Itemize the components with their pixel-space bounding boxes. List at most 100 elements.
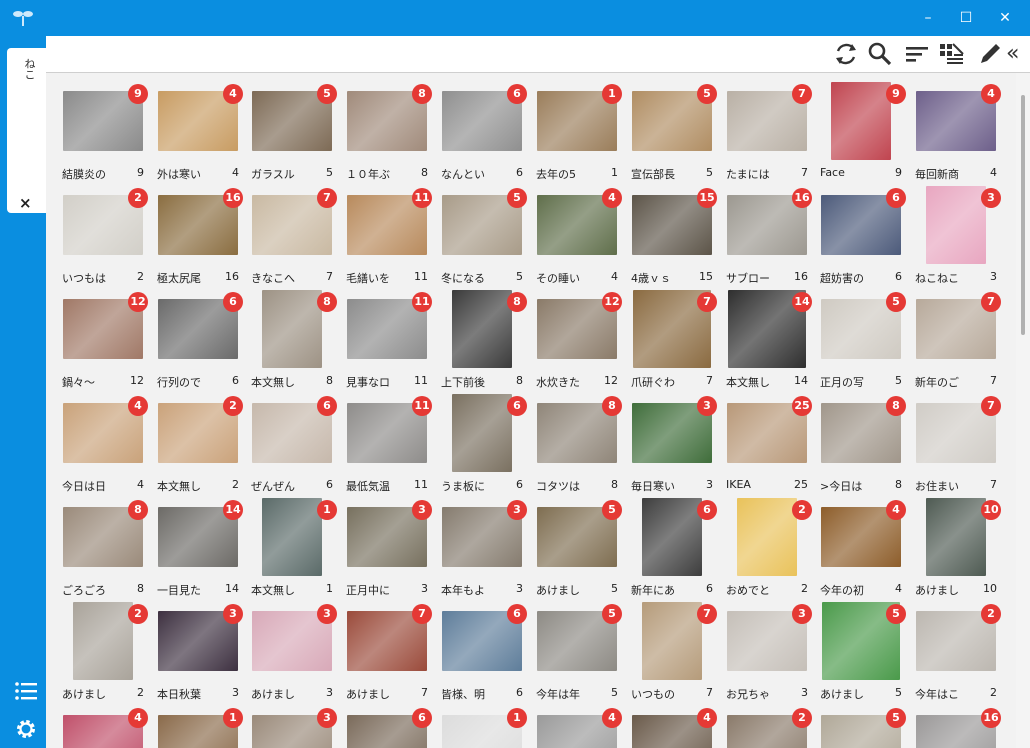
minimize-button[interactable]: – xyxy=(924,10,932,26)
album-tile[interactable]: 25 IKEA 25 xyxy=(726,394,812,491)
album-tile[interactable]: 10 あけまし 10 xyxy=(915,498,1001,597)
album-tile[interactable]: 14 本文無し 14 xyxy=(726,290,812,389)
album-thumbnail[interactable] xyxy=(251,602,333,680)
album-tile[interactable]: 8 上下前後 8 xyxy=(441,290,527,389)
album-thumbnail[interactable] xyxy=(157,290,239,368)
album-tile[interactable]: 5 今年は年 5 xyxy=(536,602,622,701)
album-tile[interactable]: 6 xyxy=(346,706,432,748)
album-tile[interactable]: 2 いつもは 2 xyxy=(62,186,148,285)
album-thumbnail[interactable] xyxy=(820,186,902,264)
album-tile[interactable]: 2 おめでと 2 xyxy=(726,498,812,597)
album-tile[interactable]: 4 その睡い 4 xyxy=(536,186,622,285)
album-thumbnail[interactable] xyxy=(346,290,428,368)
album-tile[interactable]: 5 冬になる 5 xyxy=(441,186,527,285)
album-tile[interactable]: 7 きなこへ 7 xyxy=(251,186,337,285)
album-thumbnail[interactable] xyxy=(251,186,333,264)
album-thumbnail[interactable] xyxy=(251,82,333,160)
album-thumbnail[interactable] xyxy=(251,394,333,472)
album-thumbnail[interactable] xyxy=(915,394,997,472)
album-tile[interactable]: 14 一目見た 14 xyxy=(157,498,243,597)
album-thumbnail[interactable] xyxy=(726,82,808,160)
album-thumbnail[interactable] xyxy=(726,602,808,680)
album-tile[interactable]: 16 サブロー 16 xyxy=(726,186,812,285)
scrollbar[interactable] xyxy=(1016,73,1030,748)
album-thumbnail[interactable] xyxy=(157,82,239,160)
search-icon[interactable] xyxy=(866,40,894,68)
album-tile[interactable]: 11 毛繕いを 11 xyxy=(346,186,432,285)
album-thumbnail[interactable] xyxy=(536,394,618,472)
album-thumbnail[interactable] xyxy=(536,290,618,368)
album-thumbnail[interactable] xyxy=(536,186,618,264)
album-tile[interactable]: 7 たまには 7 xyxy=(726,82,812,181)
album-tile[interactable]: 7 お住まい 7 xyxy=(915,394,1001,493)
album-thumbnail[interactable] xyxy=(726,186,808,264)
album-tile[interactable]: 4 xyxy=(536,706,622,748)
album-tile[interactable]: 2 本文無し 2 xyxy=(157,394,243,493)
album-tile[interactable]: 3 本日秋葉 3 xyxy=(157,602,243,701)
gear-icon[interactable] xyxy=(14,717,38,741)
album-tile[interactable]: 5 宣伝部長 5 xyxy=(631,82,717,181)
album-thumbnail[interactable] xyxy=(915,498,997,576)
album-tile[interactable]: 5 ガラスル 5 xyxy=(251,82,337,181)
collapse-icon[interactable]: « xyxy=(1006,41,1020,66)
album-thumbnail[interactable] xyxy=(157,602,239,680)
edit-icon[interactable] xyxy=(976,40,1004,68)
album-thumbnail[interactable] xyxy=(631,290,713,368)
sidebar-tab-neko[interactable]: ねこ × xyxy=(7,48,46,213)
album-thumbnail[interactable] xyxy=(346,186,428,264)
album-tile[interactable]: 8 ごろごろ 8 xyxy=(62,498,148,597)
album-thumbnail[interactable] xyxy=(820,82,902,160)
album-thumbnail[interactable] xyxy=(346,82,428,160)
album-thumbnail[interactable] xyxy=(441,186,523,264)
album-thumbnail[interactable] xyxy=(915,186,997,264)
album-thumbnail[interactable] xyxy=(820,394,902,472)
album-tile[interactable]: 16 xyxy=(915,706,1001,748)
album-tile[interactable]: 1 xyxy=(441,706,527,748)
album-tile[interactable]: 4 毎回新商 4 xyxy=(915,82,1001,181)
album-thumbnail[interactable] xyxy=(62,498,144,576)
album-tile[interactable]: 2 xyxy=(726,706,812,748)
album-tile[interactable]: 8 本文無し 8 xyxy=(251,290,337,389)
album-thumbnail[interactable] xyxy=(346,498,428,576)
scrollbar-thumb[interactable] xyxy=(1021,95,1025,335)
album-tile[interactable]: 4 外は寒い 4 xyxy=(157,82,243,181)
album-tile[interactable]: 11 見事なロ 11 xyxy=(346,290,432,389)
album-tile[interactable]: 4 xyxy=(631,706,717,748)
album-tile[interactable]: 7 あけまし 7 xyxy=(346,602,432,701)
album-thumbnail[interactable] xyxy=(251,290,333,368)
album-thumbnail[interactable] xyxy=(631,498,713,576)
album-tile[interactable]: 9 Face 9 xyxy=(820,82,906,179)
album-tile[interactable]: 3 あけまし 3 xyxy=(251,602,337,701)
album-thumbnail[interactable] xyxy=(631,186,713,264)
album-tile[interactable]: 8 >今日は 8 xyxy=(820,394,906,493)
album-thumbnail[interactable] xyxy=(441,394,523,472)
album-thumbnail[interactable] xyxy=(631,82,713,160)
album-tile[interactable]: 6 皆様、明 6 xyxy=(441,602,527,701)
album-tile[interactable]: 4 xyxy=(62,706,148,748)
album-tile[interactable]: 2 あけまし 2 xyxy=(62,602,148,701)
album-thumbnail[interactable] xyxy=(726,394,808,472)
album-thumbnail[interactable] xyxy=(346,602,428,680)
album-tile[interactable]: 6 ぜんぜん 6 xyxy=(251,394,337,493)
album-thumbnail[interactable] xyxy=(631,602,713,680)
album-thumbnail[interactable] xyxy=(62,82,144,160)
list-icon[interactable] xyxy=(15,682,37,700)
album-tile[interactable]: 12 鍋々～ 12 xyxy=(62,290,148,389)
album-thumbnail[interactable] xyxy=(915,290,997,368)
album-tile[interactable]: 3 毎日寒い 3 xyxy=(631,394,717,493)
album-thumbnail[interactable] xyxy=(62,186,144,264)
album-thumbnail[interactable] xyxy=(251,498,333,576)
album-thumbnail[interactable] xyxy=(62,602,144,680)
close-tab-icon[interactable]: × xyxy=(19,194,32,212)
album-tile[interactable]: 7 新年のご 7 xyxy=(915,290,1001,389)
album-tile[interactable]: 8 １０年ぶ 8 xyxy=(346,82,432,181)
album-thumbnail[interactable] xyxy=(441,82,523,160)
album-thumbnail[interactable] xyxy=(536,82,618,160)
album-thumbnail[interactable] xyxy=(915,82,997,160)
refresh-icon[interactable] xyxy=(832,40,860,68)
album-tile[interactable]: 5 あけまし 5 xyxy=(536,498,622,597)
album-thumbnail[interactable] xyxy=(536,498,618,576)
album-thumbnail[interactable] xyxy=(441,290,523,368)
album-tile[interactable]: 1 xyxy=(157,706,243,748)
album-tile[interactable]: 11 最低気温 11 xyxy=(346,394,432,493)
